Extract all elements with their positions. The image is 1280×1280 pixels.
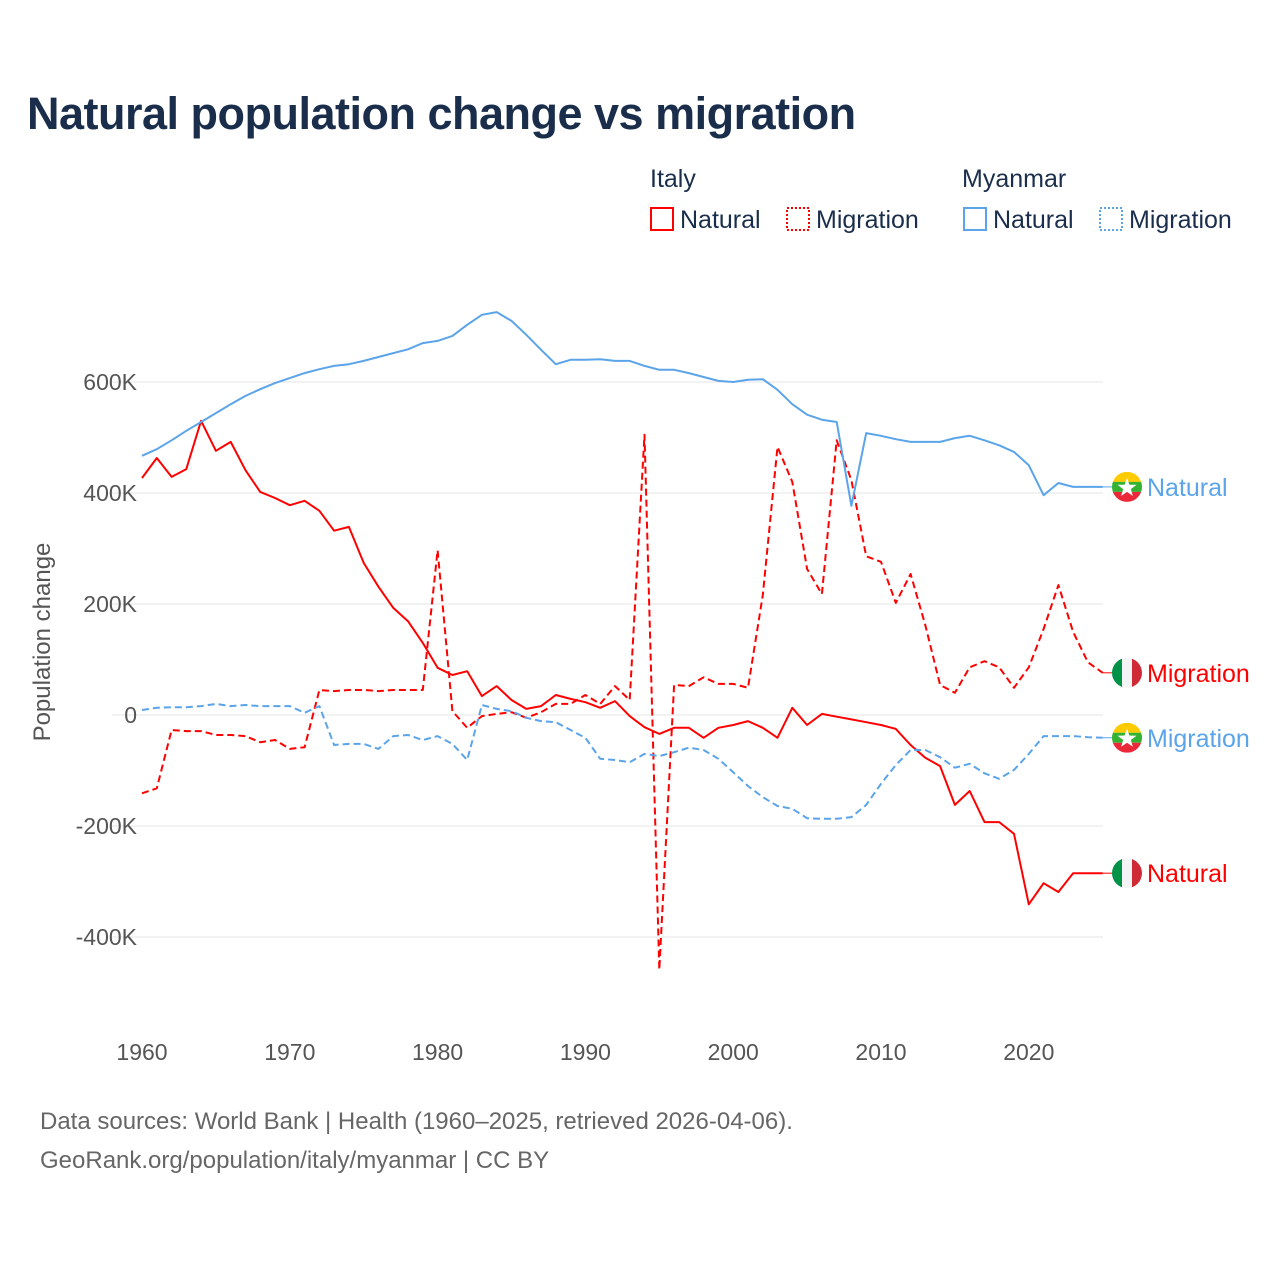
- y-tick-label: -200K: [76, 813, 138, 839]
- legend-swatch-italy-natural: [650, 207, 674, 231]
- legend-group-italy: Italy: [650, 165, 696, 193]
- x-tick-label: 1970: [264, 1039, 315, 1065]
- legend-swatch-myanmar-natural: [963, 207, 987, 231]
- line-myanmar-migration: [141, 702, 1103, 820]
- y-tick-label: -400K: [76, 924, 138, 950]
- legend-swatch-italy-migration: [786, 207, 810, 231]
- end-label-italy-migration: Migration: [1147, 660, 1250, 688]
- x-tick-label: 2000: [708, 1039, 759, 1065]
- end-label-myanmar-migration: Migration: [1147, 725, 1250, 753]
- end-label-myanmar-natural: Natural: [1147, 474, 1228, 502]
- legend-group-myanmar: Myanmar: [962, 165, 1066, 193]
- line-italy-natural: [141, 419, 1103, 906]
- x-tick-label: 1960: [116, 1039, 167, 1065]
- line-myanmar-natural: [141, 311, 1103, 507]
- italy-flag-icon: [1112, 858, 1142, 889]
- x-tick-label: 2020: [1003, 1039, 1054, 1065]
- x-tick-label: 1990: [560, 1039, 611, 1065]
- chart-title: Natural population change vs migration: [27, 88, 856, 139]
- legend-label-myanmar-natural: Natural: [993, 206, 1074, 234]
- legend-swatch-myanmar-migration: [1099, 207, 1123, 231]
- footer-url: GeoRank.org/population/italy/myanmar | C…: [40, 1147, 550, 1174]
- line-italy-migration: [141, 433, 1104, 971]
- y-axis-label: Population change: [29, 543, 56, 742]
- legend-label-italy-natural: Natural: [680, 206, 761, 234]
- y-tick-label: 400K: [83, 480, 137, 506]
- x-tick-label: 2010: [855, 1039, 906, 1065]
- legend: Italy Myanmar Natural Migration Natural …: [650, 165, 1232, 234]
- y-tick-label: 0: [124, 702, 137, 728]
- legend-label-italy-migration: Migration: [816, 206, 919, 234]
- footer-source: Data sources: World Bank | Health (1960–…: [40, 1108, 793, 1135]
- italy-flag-icon: [1112, 657, 1142, 688]
- legend-label-myanmar-migration: Migration: [1129, 206, 1232, 234]
- y-tick-label: 600K: [83, 369, 137, 395]
- myanmar-flag-icon: [1112, 722, 1142, 753]
- x-tick-label: 1980: [412, 1039, 463, 1065]
- end-label-italy-natural: Natural: [1147, 860, 1228, 888]
- myanmar-flag-icon: [1112, 471, 1142, 502]
- y-tick-label: 200K: [83, 591, 137, 617]
